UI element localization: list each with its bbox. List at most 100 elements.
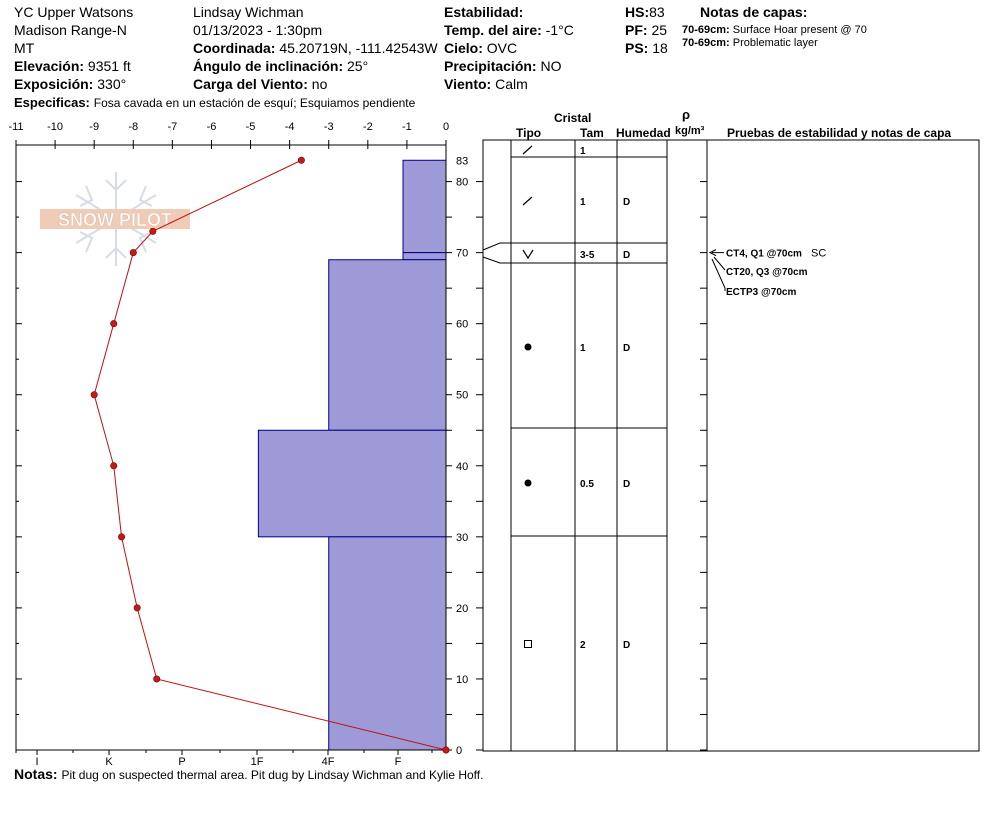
crystal-symbol-square [524, 640, 532, 648]
precip-label: Precipitación: [444, 58, 537, 74]
layer-connector [482, 256, 511, 264]
crystal-symbol-stroke [522, 145, 533, 155]
temperature-point [149, 227, 157, 235]
elevation: Elevación: 9351 ft [14, 58, 131, 74]
sky-value: OVC [486, 40, 518, 56]
coord-value: 45.20719N, -111.42543W [279, 40, 438, 56]
hardness-bar [328, 259, 447, 431]
height-tick-label: 20 [456, 603, 468, 615]
coordinates: Coordinada: 45.20719N, -111.42543W [193, 40, 438, 56]
layer-size: 3-5 [580, 250, 595, 261]
ps-value: 18 [652, 40, 668, 56]
layer-note-text: Surface Hoar present @ 70 [732, 24, 867, 36]
temp-tick-label: -11 [8, 121, 23, 133]
tests-header: Pruebas de estabilidad y notas de capa [727, 126, 952, 140]
size-header: Tam [580, 126, 604, 140]
layer-moisture: D [623, 640, 630, 651]
hs-value: 83 [649, 4, 665, 20]
air-temperature: Temp. del aire: -1°C [444, 22, 578, 38]
temp-tick-label: -1 [402, 121, 412, 133]
height-tick-label: 40 [456, 461, 468, 473]
precipitation: Precipitación: NO [444, 58, 566, 74]
notes: Notas: Pit dug on suspected thermal area… [14, 766, 483, 783]
wind: Viento: Calm [444, 76, 532, 92]
hardness-tick-label: K [105, 756, 113, 768]
stability-test-1: CT4, Q1 @70cm [726, 249, 802, 260]
wind-label: Viento: [444, 76, 492, 92]
elevation-value: 9351 ft [87, 58, 131, 74]
precipitation-particles-icon [522, 196, 533, 206]
temp-tick-label: -5 [246, 121, 256, 133]
layer-size: 0.5 [580, 479, 594, 490]
stability-test-3: ECTP3 @70cm [726, 287, 796, 298]
temperature-line [93, 159, 447, 751]
temp-tick-label: -2 [363, 121, 373, 133]
ps-label: PS: [625, 40, 649, 56]
stability-test-2: CT20, Q3 @70cm [726, 267, 808, 278]
aspect: Exposición: 330° [14, 76, 126, 92]
temperature-point [133, 604, 141, 612]
logo-band [40, 209, 190, 229]
stability: Estabilidad: [444, 4, 528, 20]
temp-tick-label: -6 [207, 121, 217, 133]
layer-moisture: D [623, 250, 630, 261]
pf-value: 25 [651, 22, 668, 38]
crystal-symbol-dot [524, 479, 532, 487]
temp-tick-label: -10 [47, 121, 63, 133]
slope-angle: Ángulo de inclinación: 25° [193, 58, 368, 74]
crystal-symbol-stroke [522, 196, 533, 206]
hardness-bar [257, 429, 447, 538]
specifics-value: Fosa cavada en un estación de esquí; Esq… [93, 96, 416, 110]
temp-tick-label: -4 [285, 121, 295, 133]
temperature-point [110, 320, 118, 328]
test-arrowhead-1 [708, 249, 717, 257]
wind-load-label: Carga del Viento: [193, 76, 308, 92]
temperature-profile [90, 156, 450, 754]
type-header: Tipo [516, 126, 542, 140]
wind-load-value: no [311, 76, 328, 92]
rounded-grains-icon [524, 343, 532, 351]
height-tick-label: 80 [456, 177, 468, 189]
layer-size: 1 [580, 146, 586, 157]
stability-label: Estabilidad: [444, 4, 524, 20]
layer-note-1: 70-69cm: Surface Hoar present @ 70 [682, 24, 867, 37]
layer-size: 1 [580, 343, 586, 354]
height-tick-label: 50 [456, 390, 468, 402]
height-tick-label: 60 [456, 319, 468, 331]
pf-label: PF: [625, 22, 648, 38]
aspect-value: 330° [97, 76, 127, 92]
layer-note-range: 70-69cm: [682, 37, 730, 49]
temperature-point [153, 675, 161, 683]
state: MT [14, 40, 35, 56]
moisture-header: Humedad [616, 126, 671, 140]
mountain-range: Madison Range-N [14, 22, 127, 38]
precipitation-particles-icon [522, 145, 533, 155]
crystal-symbol-stroke [522, 249, 534, 260]
slope-label: Ángulo de inclinación: [193, 58, 344, 74]
stability-test-1-extra: SC [811, 248, 826, 260]
hardness-tick-label: 1F [251, 756, 264, 768]
sky-label: Cielo: [444, 40, 483, 56]
height-tick-label: 10 [456, 674, 468, 686]
height-tick-label: 70 [456, 248, 468, 260]
temperature-point [129, 249, 137, 257]
rounded-grains-icon [524, 479, 532, 487]
slope-value: 25° [347, 58, 369, 74]
hardness-bar [328, 536, 447, 751]
test-arrow-3 [711, 258, 726, 291]
temperature-point [297, 156, 305, 164]
hardness-bar [402, 252, 447, 261]
density-unit: kg/m³ [675, 125, 705, 137]
height-tick-label: 83 [456, 155, 468, 167]
layer-moisture: D [623, 343, 630, 354]
layer-connector [482, 242, 511, 251]
air-temp-label: Temp. del aire: [444, 22, 542, 38]
precip-value: NO [540, 58, 562, 74]
crystal-symbol-dot [524, 343, 532, 351]
temp-tick-label: -7 [167, 121, 177, 133]
layer-notes-title: Notas de capas: [700, 4, 808, 20]
specifics-label: Especificas: [14, 95, 90, 110]
hardness-tick-label: 4F [322, 756, 335, 768]
observer: Lindsay Wichman [193, 4, 304, 20]
